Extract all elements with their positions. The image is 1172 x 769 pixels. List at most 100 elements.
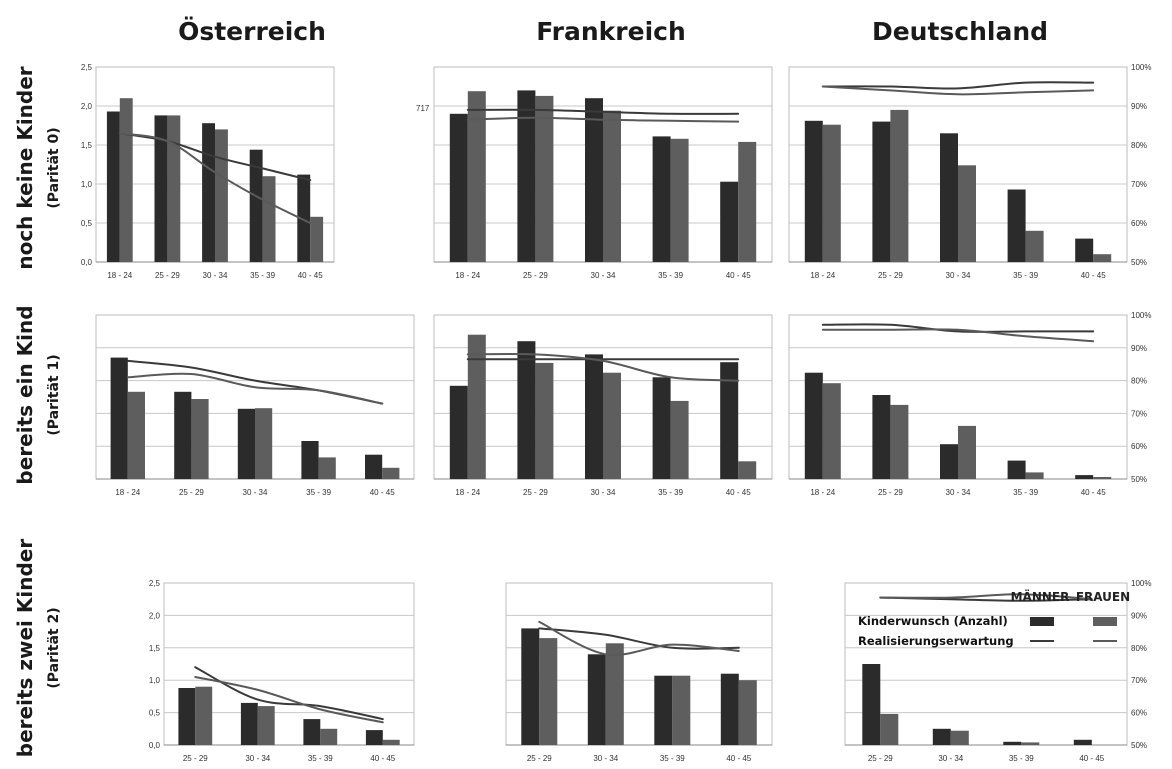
bar-men [365, 730, 383, 745]
bar-women [880, 713, 899, 745]
legend: MÄNNER FRAUEN Kinderwunsch (Anzahl) Real… [858, 589, 1130, 648]
bar-men [174, 391, 192, 479]
panels: 18 - 24 25 - 29 30 - 34 35 - 39 40 - 45 0,0 0,… [81, 63, 1152, 763]
y-tick-label: 1,0 [81, 180, 93, 189]
x-tick-label: 40 - 45 [370, 488, 395, 497]
bar-men [652, 136, 671, 262]
x-tick-label: 30 - 34 [593, 754, 618, 763]
x-tick-label: 40 - 45 [726, 271, 751, 280]
legend-header-men: MÄNNER [1011, 589, 1070, 604]
bar-women [950, 730, 969, 745]
y2-tick-label: 100% [1131, 311, 1151, 320]
panel-at-0: 18 - 24 25 - 29 30 - 34 35 - 39 40 - 45 0,0 0,… [81, 63, 335, 280]
row-title-parity-1: bereits ein Kind [13, 305, 37, 484]
x-tick-label: 40 - 45 [370, 754, 395, 763]
x-tick-label: 18 - 24 [455, 271, 480, 280]
bar-men [303, 719, 321, 745]
x-tick-label: 25 - 29 [878, 271, 903, 280]
line-women [466, 352, 740, 382]
bar-men [720, 673, 739, 745]
y2-tick-label: 80% [1131, 377, 1147, 386]
x-tick-label: 25 - 29 [523, 271, 548, 280]
line-women [879, 593, 1093, 601]
bar-men [804, 372, 823, 479]
x-tick-label: 18 - 24 [115, 488, 140, 497]
bar-men [154, 115, 168, 263]
x-tick-label: 35 - 39 [1009, 754, 1034, 763]
bar-men [1007, 189, 1026, 262]
stray-label: 717 [416, 104, 430, 113]
x-tick-label: 35 - 39 [1013, 488, 1038, 497]
bar-men [110, 357, 128, 479]
bar-men [301, 441, 319, 479]
y2-tick-label: 90% [1131, 344, 1147, 353]
y2-tick-label: 70% [1131, 180, 1147, 189]
y-tick-label: 0,5 [149, 709, 161, 718]
bar-women [467, 334, 486, 479]
panel-de-2: 25 - 29 30 - 34 35 - 39 40 - 45 50% 60% 70% 80%… [844, 579, 1151, 763]
y-tick-label: 0,5 [81, 219, 93, 228]
y2-tick-label: 90% [1131, 611, 1147, 620]
bar-women [822, 383, 841, 479]
bar-men [720, 181, 739, 262]
bar-men [202, 123, 215, 262]
y-tick-label: 2,0 [149, 611, 161, 620]
line-women [538, 620, 740, 656]
bar-men [940, 444, 958, 479]
bar-women [127, 391, 145, 479]
x-tick-label: 25 - 29 [179, 488, 204, 497]
bar-men [872, 121, 891, 262]
row-subtitle-parity-2: (Parität 2) [46, 607, 62, 688]
x-tick-label: 25 - 29 [868, 754, 893, 763]
bar-women [255, 408, 273, 479]
bar-men [297, 174, 311, 262]
bar-women [318, 457, 336, 479]
bar-men [862, 664, 881, 745]
x-tick-label: 40 - 45 [1079, 754, 1104, 763]
x-tick-label: 30 - 34 [938, 754, 963, 763]
bar-women [605, 643, 624, 745]
y2-tick-label: 100% [1131, 63, 1151, 72]
bar-women [738, 461, 757, 479]
x-tick-label: 35 - 39 [308, 754, 333, 763]
y-tick-label: 0,0 [149, 741, 161, 750]
bar-women [119, 98, 133, 262]
y2-tick-label: 50% [1131, 475, 1147, 484]
bar-men [932, 728, 951, 745]
line-women [118, 132, 312, 224]
x-tick-label: 40 - 45 [1081, 488, 1106, 497]
line-women [126, 372, 384, 405]
bar-men [517, 90, 536, 263]
y2-tick-label: 90% [1131, 102, 1147, 111]
bar-men [449, 385, 468, 479]
bar-men [106, 111, 120, 262]
bar-women [262, 176, 276, 262]
y-tick-label: 1,5 [81, 141, 93, 150]
bar-men [1073, 739, 1092, 745]
bar-men [1075, 238, 1094, 262]
line-women [821, 328, 1095, 343]
y2-tick-label: 100% [1131, 579, 1151, 588]
x-tick-label: 30 - 34 [243, 488, 268, 497]
line-men [821, 81, 1095, 90]
line-women [466, 116, 740, 123]
x-tick-label: 25 - 29 [183, 754, 208, 763]
bar-women [382, 739, 400, 745]
bar-women [467, 91, 486, 262]
line-men [466, 108, 740, 115]
column-title-germany: Deutschland [872, 17, 1048, 46]
x-tick-label: 30 - 34 [946, 488, 971, 497]
legend-header-women: FRAUEN [1076, 590, 1130, 604]
x-tick-label: 30 - 34 [591, 488, 616, 497]
bar-women [603, 372, 621, 479]
bar-men [872, 395, 891, 479]
bar-men [804, 120, 823, 262]
bar-men [237, 408, 255, 479]
x-tick-label: 30 - 34 [591, 271, 616, 280]
panel-at-2: 25 - 29 30 - 34 35 - 39 40 - 45 0,0 0,5 1,0 1,5… [149, 579, 415, 763]
bar-women [1093, 254, 1112, 262]
x-tick-label: 40 - 45 [298, 271, 323, 280]
y2-tick-label: 60% [1131, 709, 1147, 718]
x-tick-label: 25 - 29 [155, 271, 180, 280]
bar-women [320, 728, 338, 745]
